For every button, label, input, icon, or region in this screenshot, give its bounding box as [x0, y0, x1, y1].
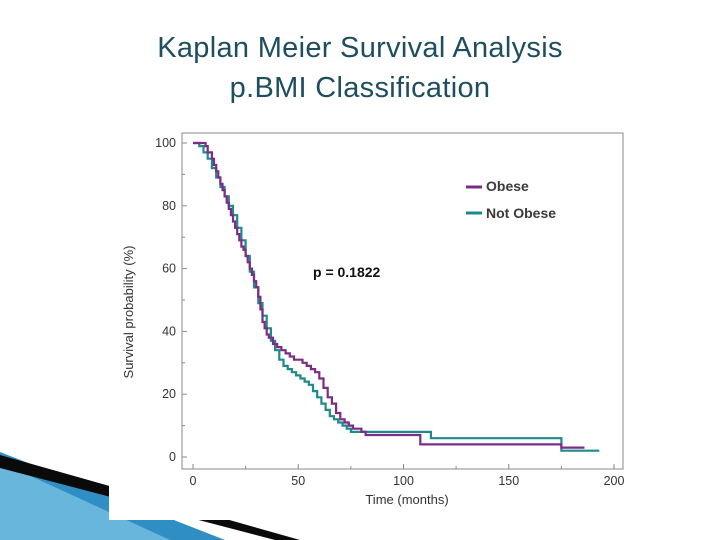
km-chart: 0 20 40 60 80 100 0 50 100 150 200 Survival probab… [121, 132, 624, 507]
legend-label-obese: Obese [486, 178, 529, 194]
legend: Obese Not Obese [466, 178, 556, 221]
y-tick-label: 100 [155, 136, 176, 150]
x-tick-label: 50 [291, 474, 305, 488]
slide-title-line-2: p.BMI Classification [229, 72, 491, 104]
x-tick-label: 200 [604, 474, 625, 488]
y-tick-label: 20 [162, 387, 176, 401]
y-tick-label: 60 [162, 262, 176, 276]
ribbon-light-band [0, 462, 170, 540]
plot-frame [181, 132, 624, 470]
slide-title-line-1: Kaplan Meier Survival Analysis [157, 32, 563, 64]
y-tick-label: 40 [162, 324, 176, 338]
axis-ticks: 0 20 40 60 80 100 0 50 100 150 200 [155, 136, 624, 488]
x-tick-label: 0 [190, 474, 197, 488]
chart-frame: 0 20 40 60 80 100 0 50 100 150 200 Survival probab… [109, 122, 635, 520]
legend-label-not-obese: Not Obese [486, 205, 556, 221]
y-tick-label: 80 [162, 199, 176, 213]
x-tick-label: 100 [393, 474, 414, 488]
x-axis-label: Time (months) [365, 492, 448, 507]
x-tick-label: 150 [498, 474, 519, 488]
obese-survival-curve [193, 141, 585, 449]
y-tick-label: 0 [169, 450, 176, 464]
p-value-annotation: p = 0.1822 [313, 264, 381, 280]
y-axis-label: Survival probability (%) [121, 246, 136, 379]
series-layer [193, 141, 600, 452]
not-obese-survival-curve [193, 141, 600, 452]
